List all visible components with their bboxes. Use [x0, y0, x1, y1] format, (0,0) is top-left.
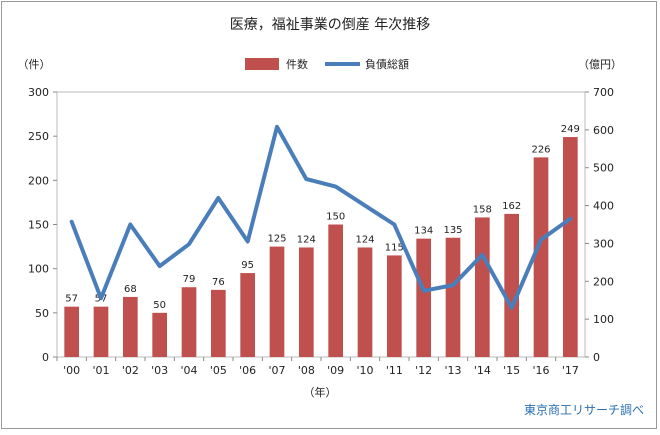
debt-point	[422, 289, 426, 293]
bar	[269, 246, 285, 357]
debt-point	[392, 223, 396, 226]
bar	[299, 247, 314, 357]
plot-layer: 0 50 100 150 200 250 300 0 100 200 300 400 500 600 700…	[28, 86, 614, 377]
bar-value-label: 79	[183, 274, 196, 285]
bar-value-label: 115	[385, 242, 404, 253]
bar	[387, 255, 402, 357]
bar-value-label: 249	[561, 124, 580, 135]
debt-point	[363, 204, 367, 208]
bar	[240, 273, 255, 357]
x-tick-label: '11	[386, 364, 403, 377]
bar-value-label: 57	[65, 294, 78, 305]
left-axis-unit: （件）	[18, 58, 51, 71]
left-tick-label: 0	[42, 351, 49, 364]
bar-value-label: 76	[212, 277, 225, 288]
x-tick-label: '06	[239, 364, 256, 377]
debt-point	[158, 264, 162, 268]
x-tick-label: '16	[532, 364, 549, 377]
bar-value-label: 162	[502, 201, 521, 212]
bar-value-label: 150	[326, 212, 345, 223]
x-tick-label: '15	[503, 364, 520, 377]
x-tick-label: '08	[298, 364, 315, 377]
x-tick-label: '13	[444, 364, 461, 377]
x-tick-label: '02	[122, 364, 139, 377]
bar	[416, 238, 431, 357]
right-axis-unit: （億円）	[578, 58, 622, 71]
bar	[93, 306, 109, 357]
right-tick-label: 700	[593, 86, 614, 99]
legend: 件数 負債総額	[245, 57, 409, 71]
x-tick-label: '10	[356, 364, 373, 377]
bar-value-label: 124	[297, 234, 316, 245]
bar	[211, 289, 226, 357]
bar-value-label: 158	[473, 204, 492, 215]
left-tick-label: 200	[28, 174, 49, 187]
debt-point	[451, 283, 455, 287]
debt-point	[99, 296, 103, 300]
debt-point	[334, 185, 338, 189]
bar-value-label: 134	[414, 226, 433, 237]
bar-value-label: 125	[267, 234, 286, 245]
debt-point	[480, 253, 484, 257]
bar	[152, 312, 167, 357]
bar	[64, 306, 79, 357]
legend-bar-label: 件数	[286, 58, 308, 71]
right-tick-label: 0	[593, 351, 600, 364]
left-tick-label: 300	[28, 86, 49, 99]
debt-point	[510, 306, 514, 310]
x-tick-label: '17	[562, 364, 579, 377]
chart: 医療，福祉事業の倒産 年次推移 件数 負債総額 （件） （億円） （年） 東京商…	[18, 16, 645, 417]
left-tick-label: 50	[35, 307, 49, 320]
debt-point	[246, 240, 250, 244]
x-tick-label: '03	[151, 364, 168, 377]
right-tick-label: 600	[593, 124, 614, 137]
bar-value-label: 135	[443, 225, 462, 236]
right-tick-label: 300	[593, 237, 614, 250]
source-label: 東京商工リサーチ調べ	[524, 402, 644, 417]
bar	[445, 237, 461, 357]
x-tick-label: '07	[268, 364, 285, 377]
right-tick-label: 100	[593, 313, 614, 326]
debt-point	[216, 196, 220, 200]
bar-value-label: 50	[153, 300, 166, 311]
chart-title: 医療，福祉事業の倒産 年次推移	[230, 16, 430, 33]
left-tick-label: 100	[28, 263, 49, 276]
bar	[123, 296, 138, 357]
x-tick-label: '05	[210, 364, 227, 377]
bar	[328, 224, 343, 357]
debt-point	[275, 125, 279, 129]
bar	[533, 157, 549, 357]
debt-point	[187, 242, 191, 246]
debt-point	[568, 217, 572, 221]
debt-point	[70, 220, 74, 224]
right-tick-label: 500	[593, 162, 614, 175]
bar	[504, 213, 519, 357]
bar-value-label: 68	[124, 284, 137, 295]
x-axis-unit: （年）	[304, 385, 337, 399]
bar-value-label: 95	[241, 260, 254, 271]
right-tick-label: 200	[593, 275, 614, 288]
left-tick-label: 250	[28, 130, 49, 143]
bar	[357, 247, 373, 357]
x-tick-label: '09	[327, 364, 344, 377]
x-tick-label: '12	[415, 364, 432, 377]
debt-point	[304, 177, 308, 181]
bar	[181, 287, 197, 357]
chart-frame: 医療，福祉事業の倒産 年次推移 件数 負債総額 （件） （億円） （年） 東京商…	[1, 1, 657, 429]
legend-bar-swatch	[245, 58, 279, 70]
debt-line	[69, 124, 573, 310]
left-tick-label: 150	[28, 219, 49, 232]
debt-point	[128, 223, 132, 226]
bar-value-label: 226	[531, 144, 550, 155]
debt-point	[539, 238, 543, 242]
legend-line-label: 負債総額	[365, 57, 409, 71]
right-tick-label: 400	[593, 200, 614, 213]
x-tick-label: '00	[63, 364, 80, 377]
x-tick-label: '04	[180, 364, 197, 377]
x-tick-label: '14	[474, 364, 491, 377]
bar	[563, 137, 578, 357]
x-tick-label: '01	[92, 364, 109, 377]
bar-value-label: 124	[355, 234, 374, 245]
bar	[475, 217, 490, 357]
